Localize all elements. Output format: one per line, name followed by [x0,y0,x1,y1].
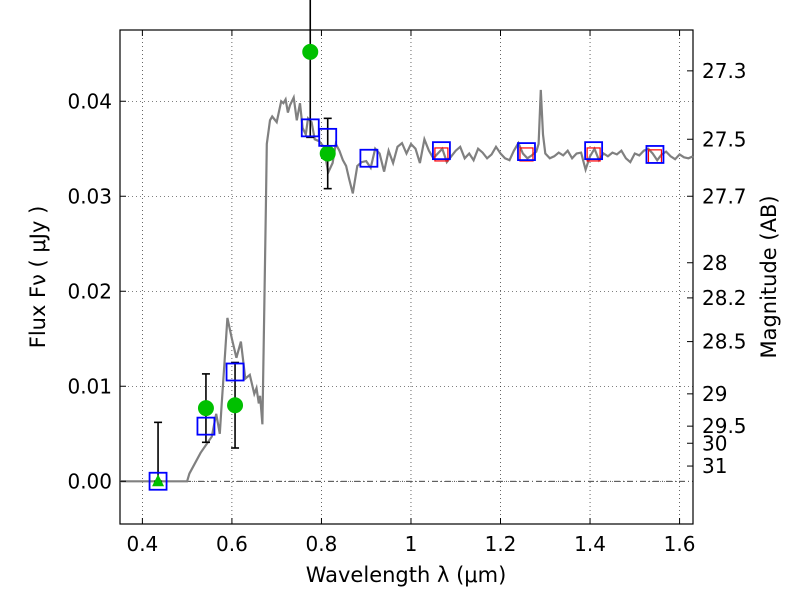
right-tick-label: 30 [702,431,727,455]
x-tick-label: 1 [405,532,418,556]
y-axis-label: Flux Fν ( μJy ) [26,206,50,349]
error-bars [154,0,332,483]
blue-square-marker [196,416,216,436]
green-circle-marker [302,43,319,60]
blue-square-marker [148,471,168,491]
axis-ticks: 0.4 0.6 0.8 1 1.2 1.4 1.6 0.00 0.01 0.02 0.03 0.04 2… [67,30,747,556]
x-tick-label: 1.4 [574,532,606,556]
x-tick-label: 0.6 [216,532,248,556]
blue-square-marker [432,141,451,161]
x-tick-label: 0.4 [126,532,158,556]
blue-square-marker [645,145,665,164]
green-circle-marker [197,400,214,417]
y-tick-label: 0.02 [67,279,112,303]
x-axis-label: Wavelength λ (μm) [306,563,507,587]
right-tick-label: 28.2 [702,286,747,310]
right-tick-label: 29.5 [702,414,747,438]
right-tick-label: 27.3 [702,59,747,83]
y-axis-right-label: Magnitude (AB) [757,195,781,358]
right-tick-label: 31 [702,454,727,478]
grid [120,30,693,524]
x-tick-label: 1.6 [664,532,696,556]
blue-square-marker [318,127,338,147]
right-tick-label: 27.5 [702,127,747,151]
blue-square-marker [517,142,536,162]
blue-square-marker [225,362,245,382]
green-triangle-marker [152,474,165,487]
y-tick-label: 0.04 [67,89,112,113]
right-tick-label: 28 [702,251,727,275]
blue-square-marker [584,141,604,161]
green-circle-marker [319,145,336,162]
right-tick-label: 27.7 [702,184,747,208]
x-tick-label: 1.2 [485,532,517,556]
right-tick-label: 29 [702,382,727,406]
blue-square-marker [359,148,379,168]
right-tick-label: 28.5 [702,330,747,354]
y-tick-label: 0.01 [67,374,112,398]
green-circle-marker [227,397,244,414]
blue-square-marker [300,118,320,138]
red-square-marker [434,147,449,162]
x-tick-label: 0.8 [306,532,338,556]
plot-frame [119,29,694,525]
y-tick-label: 0.00 [67,469,112,493]
y-tick-label: 0.03 [67,184,112,208]
red-square-marker [586,147,601,162]
data-markers [148,43,665,491]
